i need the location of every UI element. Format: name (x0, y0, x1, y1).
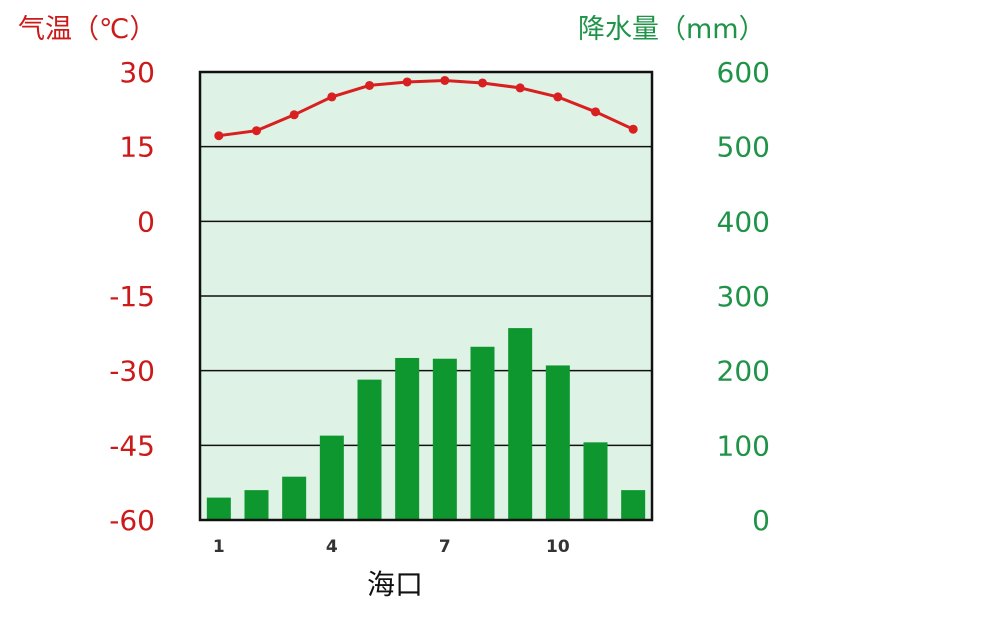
x-tick-label: 7 (439, 537, 451, 557)
precipitation-bar (545, 365, 570, 520)
precipitation-bar (470, 346, 495, 520)
x-tick-label: 10 (546, 537, 570, 557)
temperature-point (289, 110, 299, 120)
temperature-point (591, 107, 600, 117)
temperature-point (402, 77, 412, 87)
precipitation-bar (508, 328, 533, 520)
temperature-point (515, 83, 525, 93)
right-tick-label: 100 (717, 429, 770, 462)
left-tick-label: 30 (119, 56, 155, 89)
right-axis-title: 降水量（mm） (578, 14, 766, 45)
right-tick-label: 200 (717, 355, 770, 388)
temperature-point (553, 92, 563, 102)
temperature-line (218, 78, 634, 138)
precipitation-bar (432, 358, 457, 520)
left-tick-label: -60 (109, 504, 155, 537)
plot-frame (198, 70, 654, 522)
right-tick-label: 400 (717, 205, 770, 238)
precipitation-bar (621, 490, 646, 520)
temperature-point (214, 131, 224, 141)
precipitation-bar (395, 357, 420, 520)
x-tick-label: 1 (213, 537, 225, 557)
temperature-point (628, 124, 638, 134)
left-tick-label: -30 (109, 355, 155, 388)
plot-area: 30 15 0 -15 -30 -45 -60 600 500 400 300 200 100 0 1 4 7 1… (109, 56, 770, 557)
left-tick-label: 0 (137, 205, 155, 238)
x-tick-label: 4 (326, 537, 338, 557)
right-tick-label: 500 (717, 131, 770, 164)
temperature-point (478, 78, 487, 88)
precipitation-bar (319, 435, 344, 520)
right-tick-label: 0 (752, 504, 770, 537)
left-tick-label: -15 (109, 280, 155, 313)
precipitation-bar (282, 476, 307, 520)
location-label: 海口 (367, 568, 423, 601)
right-tick-label: 600 (717, 56, 770, 89)
left-axis-title: 气温（℃） (18, 14, 156, 45)
temperature-point (252, 126, 261, 136)
left-tick-label: -45 (109, 429, 155, 462)
left-tick-label: 15 (119, 131, 155, 164)
precipitation-bar (357, 379, 382, 520)
precipitation-bar (206, 497, 231, 520)
temperature-point (440, 75, 450, 85)
right-tick-label: 300 (717, 280, 770, 313)
precipitation-bar (244, 490, 269, 520)
temperature-point (327, 92, 337, 102)
temperature-point (365, 80, 374, 90)
precipitation-bar (583, 442, 608, 520)
